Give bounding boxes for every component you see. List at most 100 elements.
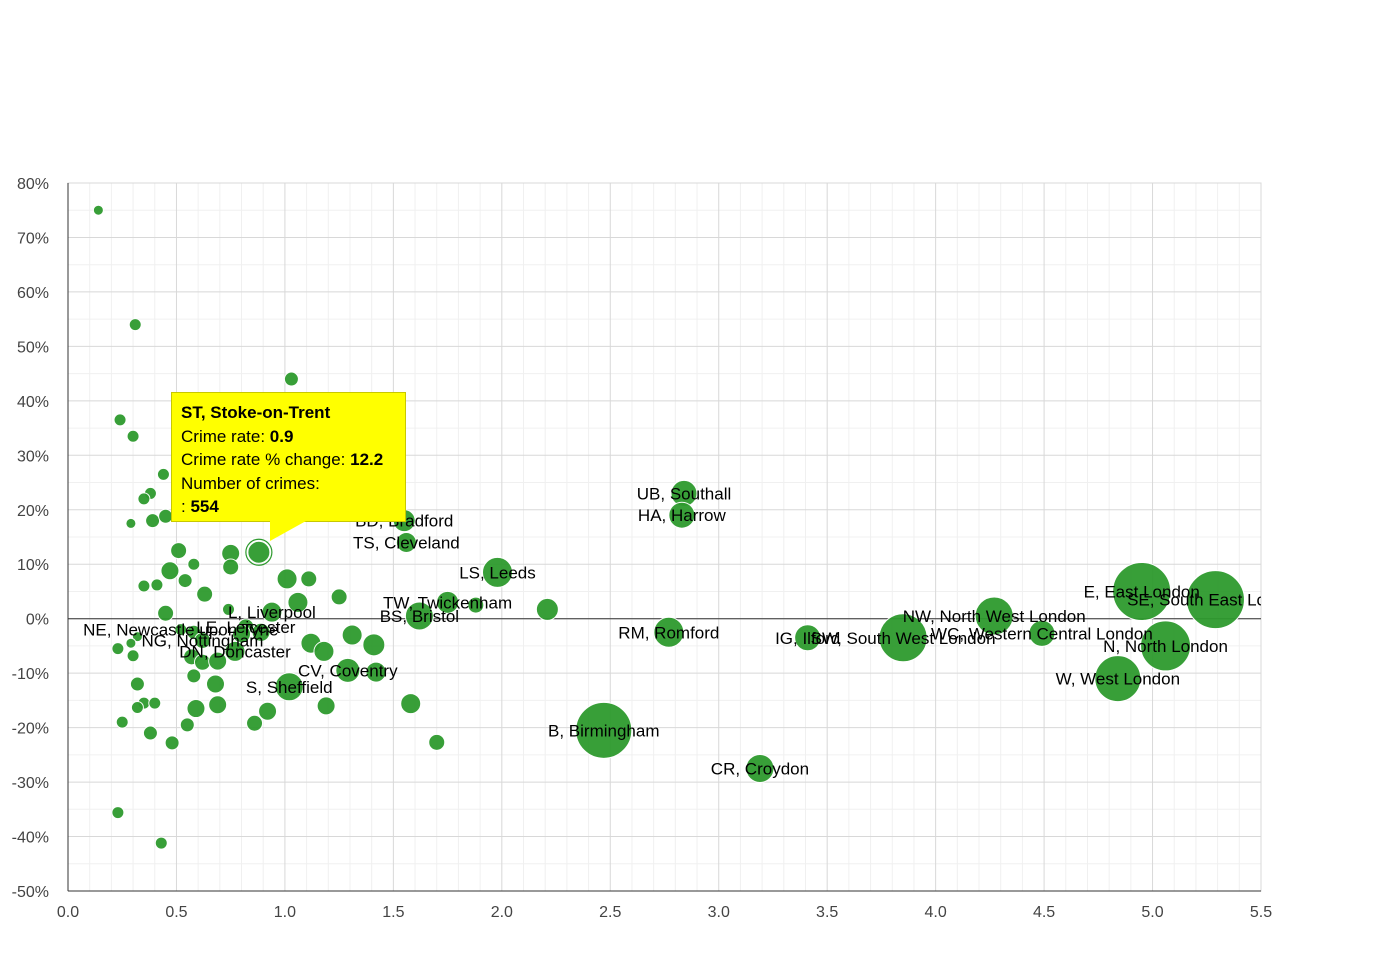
x-tick-label: 4.5: [1033, 904, 1055, 921]
bubble[interactable]: [126, 429, 140, 443]
bubble[interactable]: [222, 558, 240, 576]
bubble[interactable]: [154, 836, 168, 850]
bubble[interactable]: [313, 640, 335, 662]
bubble-label: S, Sheffield: [246, 678, 333, 697]
bubble[interactable]: [142, 725, 158, 741]
bubble[interactable]: [365, 661, 387, 683]
tooltip-change-value: 12.2: [350, 450, 384, 469]
bubble[interactable]: [125, 637, 137, 649]
bubble[interactable]: [232, 624, 252, 644]
x-tick-label: 2.0: [491, 904, 513, 921]
x-tick-label: 4.0: [925, 904, 947, 921]
tooltip-pointer: [270, 521, 306, 541]
bubble[interactable]: [160, 561, 180, 581]
bubble[interactable]: [1140, 620, 1192, 672]
bubble-label: W, West London: [1056, 670, 1180, 689]
bubble[interactable]: [187, 557, 201, 571]
bubble[interactable]: [436, 590, 460, 614]
bubble[interactable]: [205, 674, 225, 694]
bubble[interactable]: [535, 597, 559, 621]
bubble[interactable]: [208, 651, 228, 671]
x-tick-label: 5.0: [1141, 904, 1163, 921]
y-tick-label: 10%: [17, 557, 49, 574]
y-tick-label: 50%: [17, 339, 49, 356]
bubble[interactable]: [745, 753, 775, 783]
bubble[interactable]: [258, 701, 278, 721]
bubble[interactable]: [186, 668, 202, 684]
bubble[interactable]: [157, 604, 175, 622]
bubble[interactable]: [174, 623, 188, 637]
bubble[interactable]: [164, 735, 180, 751]
bubble[interactable]: [794, 624, 822, 652]
bubble[interactable]: [113, 413, 127, 427]
bubble[interactable]: [224, 640, 246, 662]
bubble[interactable]: [222, 602, 236, 616]
bubble[interactable]: [481, 556, 513, 588]
bubble[interactable]: [193, 631, 211, 649]
bubble[interactable]: [395, 531, 417, 553]
bubble[interactable]: [125, 517, 137, 529]
bubble[interactable]: [878, 613, 928, 663]
bubble[interactable]: [1028, 619, 1056, 647]
bubble[interactable]: [1094, 655, 1142, 703]
bubble[interactable]: [156, 467, 170, 481]
bubble[interactable]: [668, 501, 696, 529]
bubble[interactable]: [145, 513, 161, 529]
bubble[interactable]: [283, 371, 299, 387]
bubble[interactable]: [261, 601, 283, 623]
bubble[interactable]: [316, 696, 336, 716]
minor-gridlines: [68, 183, 1261, 891]
bubble[interactable]: [300, 570, 318, 588]
bubble[interactable]: [208, 695, 228, 715]
bubble[interactable]: [974, 596, 1014, 636]
bubble[interactable]: [130, 700, 144, 714]
bubble[interactable]: [137, 492, 151, 506]
bubble[interactable]: [287, 591, 309, 613]
bubble[interactable]: [247, 540, 271, 564]
bubble[interactable]: [115, 715, 129, 729]
bubble[interactable]: [129, 676, 145, 692]
x-tick-label: 1.0: [274, 904, 296, 921]
bubble[interactable]: [111, 806, 125, 820]
bubble[interactable]: [467, 596, 485, 614]
bubble[interactable]: [179, 717, 195, 733]
bubble[interactable]: [1185, 570, 1245, 630]
bubble[interactable]: [170, 542, 188, 560]
x-tick-label: 3.5: [816, 904, 838, 921]
bubble[interactable]: [404, 601, 434, 631]
bubble[interactable]: [137, 579, 151, 593]
bubble-label: DN, Doncaster: [179, 642, 291, 661]
bubble[interactable]: [341, 624, 363, 646]
bubble[interactable]: [111, 642, 125, 656]
bubble[interactable]: [335, 657, 361, 683]
bubble-label: NE, Newcastle upon Tyne: [83, 621, 278, 640]
bubble[interactable]: [575, 701, 633, 759]
bubble[interactable]: [330, 588, 348, 606]
bubble[interactable]: [196, 585, 214, 603]
bubble[interactable]: [177, 573, 193, 589]
bubble[interactable]: [186, 699, 206, 719]
y-tick-label: 20%: [17, 503, 49, 520]
bubble[interactable]: [126, 649, 140, 663]
bubble[interactable]: [428, 733, 446, 751]
bubble[interactable]: [400, 693, 422, 715]
x-tick-label: 0.5: [165, 904, 187, 921]
bubble[interactable]: [276, 568, 298, 590]
bubble[interactable]: [251, 622, 271, 642]
bubble-label: B, Birmingham: [548, 721, 659, 740]
bubble-label: HA, Harrow: [638, 506, 727, 525]
bubble[interactable]: [150, 578, 164, 592]
bubble[interactable]: [131, 631, 143, 643]
bubble[interactable]: [128, 318, 142, 332]
tooltip-change-label: Crime rate % change:: [181, 450, 351, 469]
bubble[interactable]: [274, 672, 304, 702]
bubble[interactable]: [148, 696, 162, 710]
y-tick-label: -50%: [12, 884, 49, 901]
bubble[interactable]: [92, 204, 104, 216]
bubble[interactable]: [653, 616, 685, 648]
y-tick-label: 0%: [26, 612, 49, 629]
bubble[interactable]: [1112, 561, 1172, 621]
bubble[interactable]: [246, 714, 264, 732]
bubble[interactable]: [362, 633, 386, 657]
